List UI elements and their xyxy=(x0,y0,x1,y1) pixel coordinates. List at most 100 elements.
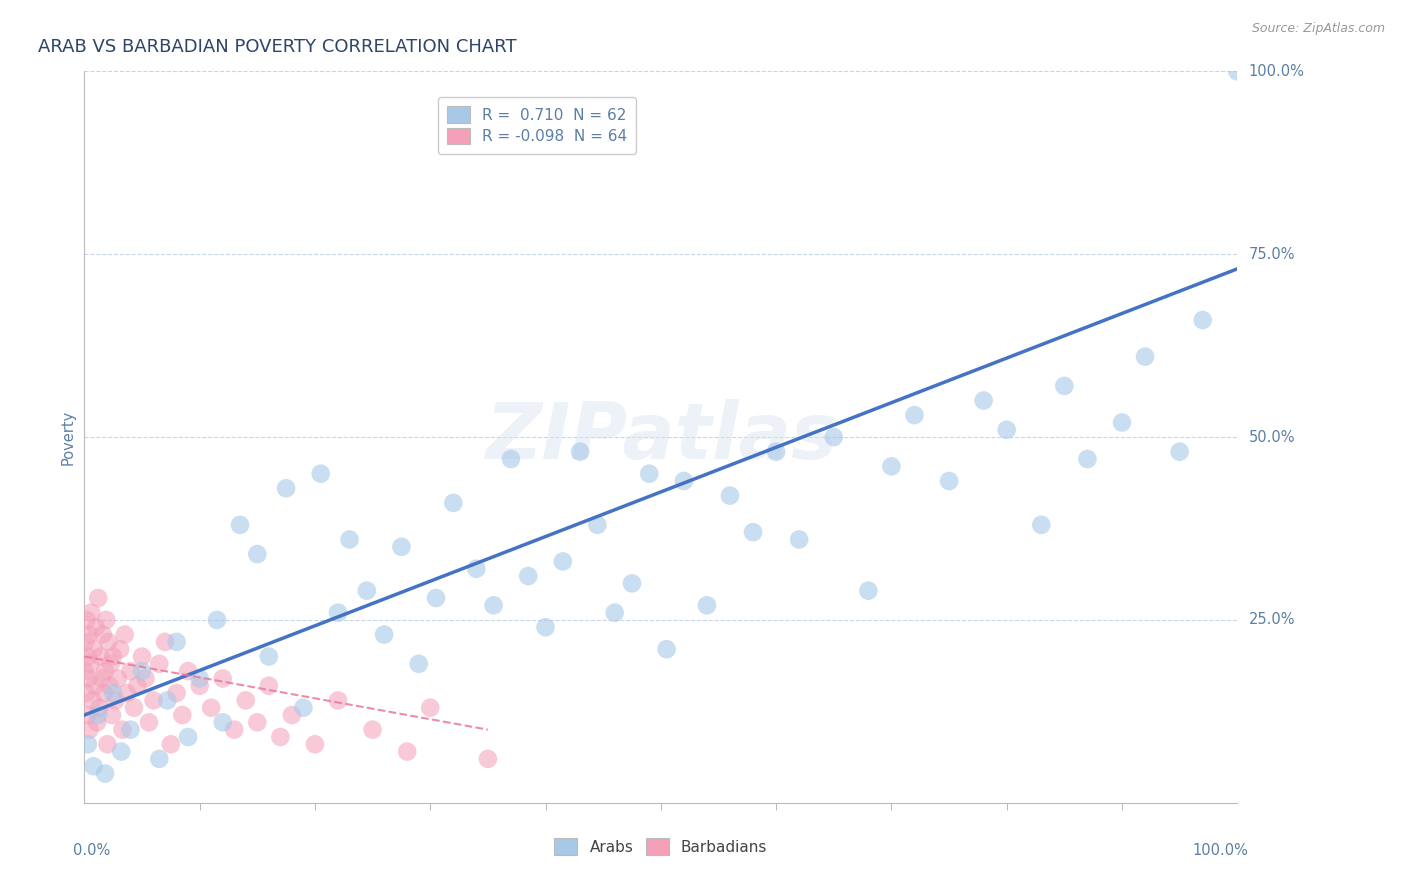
Point xyxy=(76,649,98,664)
Point xyxy=(205,613,228,627)
Text: 0.0%: 0.0% xyxy=(73,843,110,858)
Point xyxy=(477,752,499,766)
Point xyxy=(94,766,117,780)
Point xyxy=(903,408,925,422)
Point xyxy=(787,533,810,547)
Point xyxy=(131,664,153,678)
Point xyxy=(1053,379,1076,393)
Point xyxy=(1031,517,1053,532)
Point xyxy=(361,723,384,737)
Point xyxy=(166,686,188,700)
Point xyxy=(858,583,880,598)
Point xyxy=(93,686,115,700)
Point xyxy=(569,444,592,458)
Point xyxy=(465,562,488,576)
Point xyxy=(246,715,269,730)
Point xyxy=(75,635,97,649)
Point xyxy=(107,672,129,686)
Point xyxy=(621,576,644,591)
Point xyxy=(103,649,124,664)
Point xyxy=(1226,64,1249,78)
Point xyxy=(98,679,121,693)
Point xyxy=(177,730,200,744)
Point xyxy=(1133,350,1156,364)
Point xyxy=(83,642,105,657)
Point xyxy=(973,393,995,408)
Text: 75.0%: 75.0% xyxy=(1249,247,1295,261)
Point xyxy=(83,679,105,693)
Text: ARAB VS BARBADIAN POVERTY CORRELATION CHART: ARAB VS BARBADIAN POVERTY CORRELATION CH… xyxy=(38,38,517,56)
Point xyxy=(823,430,845,444)
Point xyxy=(138,715,160,730)
Point xyxy=(534,620,557,634)
Point xyxy=(87,708,110,723)
Point xyxy=(281,708,304,723)
Point xyxy=(115,686,138,700)
Legend: Arabs, Barbadians: Arabs, Barbadians xyxy=(548,832,773,861)
Point xyxy=(229,517,252,532)
Point xyxy=(160,737,183,751)
Point xyxy=(142,693,165,707)
Point xyxy=(586,517,609,532)
Point xyxy=(373,627,395,641)
Point xyxy=(84,620,107,634)
Point xyxy=(1168,444,1191,458)
Y-axis label: Poverty: Poverty xyxy=(60,409,76,465)
Point xyxy=(200,700,222,714)
Point xyxy=(77,672,100,686)
Point xyxy=(276,481,298,495)
Point xyxy=(76,613,98,627)
Point xyxy=(551,554,574,568)
Point xyxy=(696,599,718,613)
Point xyxy=(76,737,98,751)
Point xyxy=(638,467,661,481)
Point xyxy=(97,635,120,649)
Point xyxy=(90,672,112,686)
Point xyxy=(339,533,361,547)
Point xyxy=(482,599,505,613)
Point xyxy=(134,672,156,686)
Point xyxy=(83,759,105,773)
Point xyxy=(127,679,149,693)
Point xyxy=(80,606,103,620)
Point xyxy=(995,423,1018,437)
Point xyxy=(177,664,200,678)
Point xyxy=(86,715,108,730)
Point xyxy=(120,723,142,737)
Point xyxy=(425,591,447,605)
Point xyxy=(100,657,122,671)
Point xyxy=(153,635,176,649)
Point xyxy=(211,672,233,686)
Point xyxy=(1191,313,1213,327)
Point xyxy=(304,737,326,751)
Point xyxy=(111,723,134,737)
Point xyxy=(655,642,678,657)
Point xyxy=(765,444,787,458)
Point xyxy=(96,613,118,627)
Point xyxy=(77,627,100,641)
Point xyxy=(326,606,349,620)
Point xyxy=(742,525,765,540)
Point xyxy=(172,708,194,723)
Point xyxy=(938,474,960,488)
Point xyxy=(94,664,117,678)
Point xyxy=(79,657,101,671)
Point xyxy=(166,635,188,649)
Point xyxy=(257,679,280,693)
Text: 25.0%: 25.0% xyxy=(1249,613,1295,627)
Point xyxy=(880,459,903,474)
Point xyxy=(211,715,233,730)
Point xyxy=(75,686,97,700)
Point xyxy=(246,547,269,561)
Point xyxy=(1076,452,1098,467)
Point xyxy=(326,693,349,707)
Point xyxy=(309,467,332,481)
Point xyxy=(148,657,170,671)
Point xyxy=(396,745,419,759)
Point xyxy=(257,649,280,664)
Point xyxy=(89,649,111,664)
Text: 100.0%: 100.0% xyxy=(1249,64,1305,78)
Text: Source: ZipAtlas.com: Source: ZipAtlas.com xyxy=(1251,22,1385,36)
Point xyxy=(120,664,142,678)
Point xyxy=(110,745,132,759)
